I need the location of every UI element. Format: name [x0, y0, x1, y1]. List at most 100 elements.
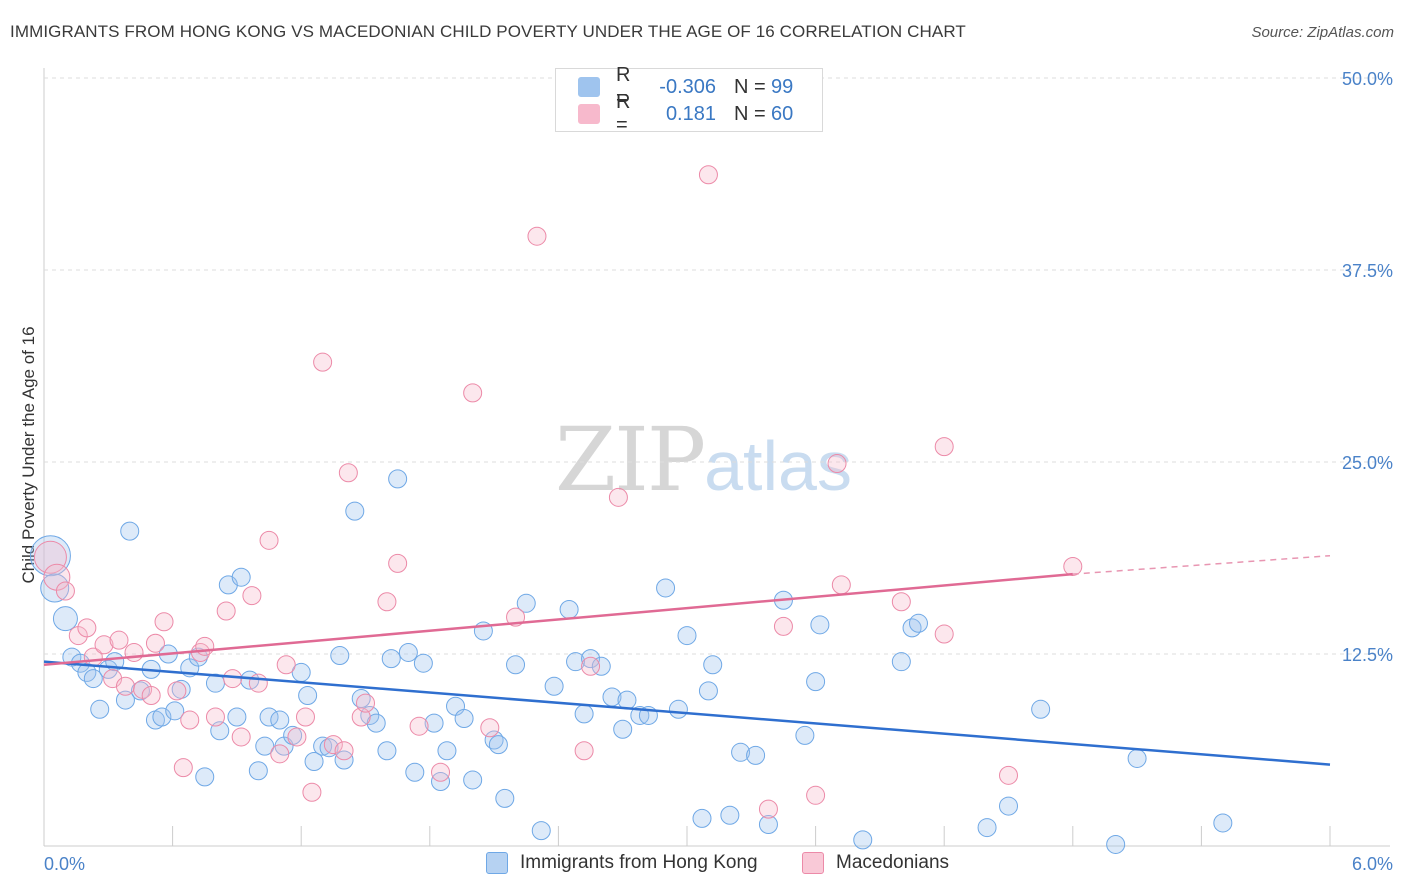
point-hong-kong: [656, 578, 676, 598]
point-hong-kong: [115, 690, 135, 710]
point-hong-kong: [559, 599, 579, 619]
trend-line-hong-kong: [43, 660, 1331, 766]
point-hong-kong: [405, 762, 425, 782]
point-macedonians: [773, 616, 793, 636]
point-hong-kong: [617, 690, 637, 710]
series-legend-hong-kong[interactable]: Immigrants from Hong Kong: [486, 852, 758, 874]
point-macedonians: [409, 716, 429, 736]
point-macedonians: [431, 762, 451, 782]
point-hong-kong: [668, 699, 688, 719]
point-macedonians: [388, 553, 408, 573]
point-hong-kong: [120, 521, 140, 541]
point-hong-kong: [795, 725, 815, 745]
point-hong-kong: [692, 808, 712, 828]
y-tick-label: 12.5%: [1342, 645, 1393, 665]
point-macedonians: [934, 437, 954, 457]
point-macedonians: [698, 165, 718, 185]
watermark-atlas: atlas: [704, 427, 852, 505]
point-macedonians: [295, 707, 315, 727]
point-macedonians: [77, 618, 97, 638]
point-macedonians: [141, 685, 161, 705]
point-hong-kong: [463, 770, 483, 790]
point-macedonians: [259, 530, 279, 550]
point-hong-kong: [698, 681, 718, 701]
point-hong-kong: [1106, 834, 1126, 854]
point-macedonians: [934, 624, 954, 644]
point-macedonians: [356, 693, 375, 713]
point-macedonians: [758, 799, 778, 819]
point-hong-kong: [437, 741, 457, 761]
legend-r-label: R =: [616, 91, 631, 136]
legend-row-macedonians: R = 0.181 N = 60: [578, 91, 793, 136]
point-macedonians: [242, 586, 262, 606]
point-macedonians: [276, 655, 296, 675]
point-macedonians: [313, 352, 333, 372]
point-hong-kong: [304, 752, 324, 772]
point-hong-kong: [810, 615, 830, 635]
trend-line-macedonians-extension: [1072, 554, 1331, 575]
source-label: Source: ZipAtlas.com: [1251, 24, 1394, 41]
point-macedonians: [323, 735, 343, 755]
series-legend-macedonians[interactable]: Macedonians: [802, 852, 949, 874]
point-hong-kong: [1031, 699, 1051, 719]
point-macedonians: [33, 540, 67, 574]
point-macedonians: [145, 633, 165, 653]
point-hong-kong: [1127, 748, 1147, 768]
point-hong-kong: [270, 710, 290, 730]
point-hong-kong: [29, 535, 71, 577]
point-hong-kong: [758, 814, 778, 834]
point-macedonians: [195, 636, 215, 656]
point-macedonians: [338, 463, 358, 483]
point-hong-kong: [977, 818, 997, 838]
point-hong-kong: [999, 796, 1018, 816]
point-hong-kong: [398, 642, 418, 662]
point-macedonians: [287, 727, 307, 747]
point-macedonians: [302, 782, 322, 802]
point-macedonians: [248, 673, 268, 693]
point-hong-kong: [591, 656, 611, 676]
point-macedonians: [334, 741, 354, 761]
point-macedonians: [463, 383, 483, 403]
correlation-legend: R = -0.306 N = 99 R = 0.181 N = 60: [555, 64, 823, 136]
point-hong-kong: [703, 655, 723, 675]
legend-n-value: 99: [771, 75, 794, 98]
point-hong-kong: [454, 709, 474, 729]
point-macedonians: [891, 592, 911, 612]
point-macedonians: [55, 581, 75, 601]
point-hong-kong: [613, 719, 633, 739]
point-hong-kong: [227, 707, 247, 727]
point-hong-kong: [413, 653, 433, 673]
point-hong-kong: [424, 713, 444, 733]
point-hong-kong: [531, 821, 551, 841]
y-tick-label: 50.0%: [1342, 69, 1393, 89]
point-hong-kong: [720, 805, 740, 825]
y-tick-label: 37.5%: [1342, 261, 1393, 281]
watermark: ZIPatlas: [555, 408, 852, 511]
point-macedonians: [806, 785, 826, 805]
point-hong-kong: [330, 646, 350, 666]
y-tick-label: 25.0%: [1342, 453, 1393, 473]
point-macedonians: [180, 710, 200, 730]
point-macedonians: [231, 727, 251, 747]
point-macedonians: [581, 656, 601, 676]
point-hong-kong: [377, 741, 397, 761]
series-swatch-hong-kong: [486, 852, 508, 874]
legend-swatch-macedonians: [578, 104, 600, 124]
point-hong-kong: [495, 788, 515, 808]
point-hong-kong: [98, 659, 118, 679]
point-hong-kong: [488, 735, 508, 755]
point-hong-kong: [544, 676, 564, 696]
point-hong-kong: [195, 767, 215, 787]
point-hong-kong: [255, 736, 275, 756]
point-hong-kong: [231, 567, 251, 587]
chart-title: IMMIGRANTS FROM HONG KONG VS MACEDONIAN …: [10, 22, 966, 41]
legend-n-label: N =: [734, 102, 766, 125]
point-hong-kong: [677, 626, 697, 646]
point-hong-kong: [506, 655, 526, 675]
point-hong-kong: [259, 707, 279, 727]
watermark-zip: ZIP: [555, 408, 706, 511]
point-hong-kong: [345, 501, 365, 521]
legend-swatch-hong-kong: [578, 77, 600, 97]
series-label-hong-kong: Immigrants from Hong Kong: [520, 852, 758, 873]
point-macedonians: [173, 758, 193, 778]
